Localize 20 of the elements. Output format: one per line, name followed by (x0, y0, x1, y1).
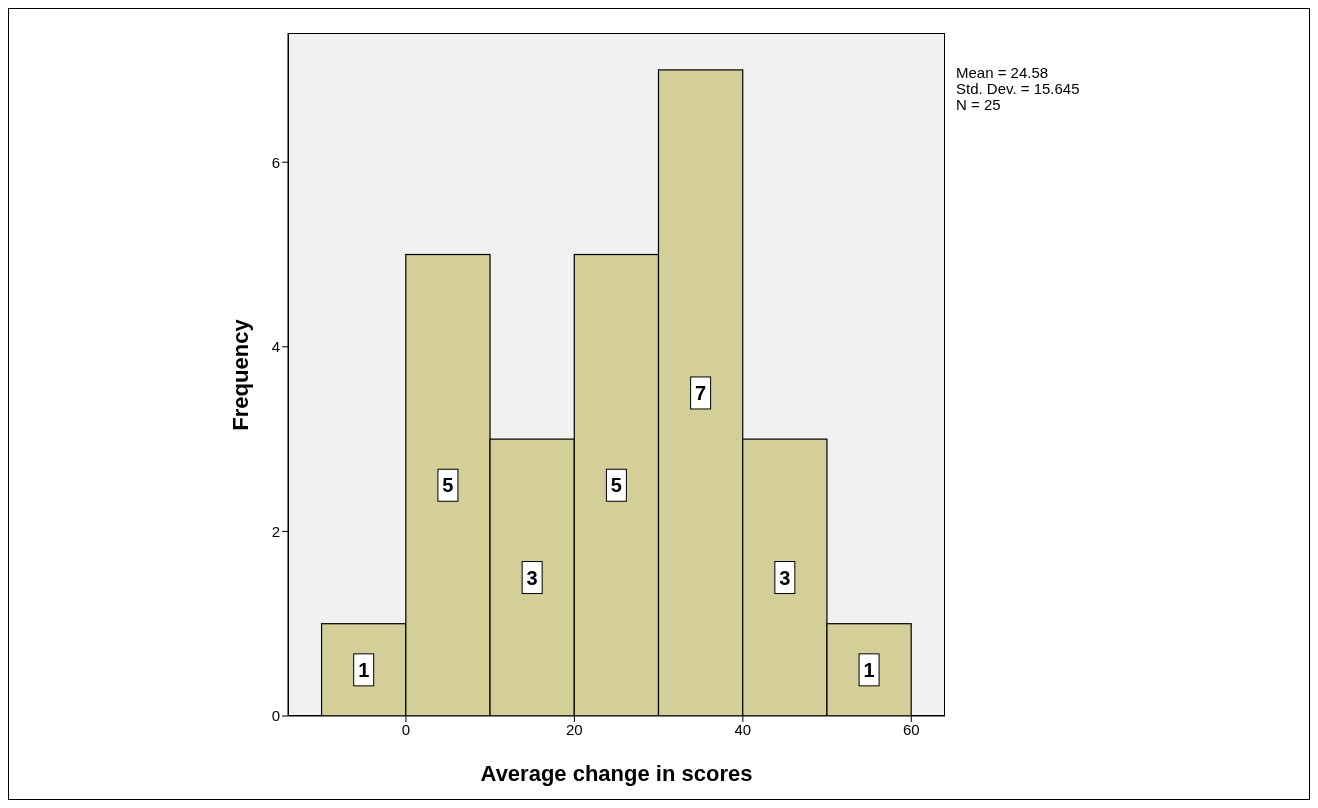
x-axis-title: Average change in scores (480, 761, 753, 787)
x-tick-label: 20 (566, 720, 583, 738)
x-tick-label: 40 (734, 720, 752, 738)
data-label: 7 (695, 381, 707, 404)
y-tick-label: 2 (271, 522, 280, 540)
x-tick-label: 60 (902, 720, 920, 738)
y-axis-title: Frequency (228, 318, 254, 431)
data-label: 3 (779, 566, 791, 589)
y-tick-label: 0 (271, 707, 280, 725)
data-label: 5 (610, 474, 622, 497)
y-tick-label: 6 (271, 153, 280, 171)
data-label: 1 (863, 658, 875, 681)
y-tick-label: 4 (271, 338, 280, 356)
text: N = 25 (956, 96, 1002, 113)
x-tick-label: 0 (401, 720, 411, 738)
data-label: 3 (526, 566, 538, 589)
data-label: 1 (358, 658, 370, 681)
text: Mean = 24.58 (956, 64, 1050, 81)
text: Std. Dev. = 15.645 (956, 80, 1080, 97)
data-label: 5 (442, 474, 454, 497)
